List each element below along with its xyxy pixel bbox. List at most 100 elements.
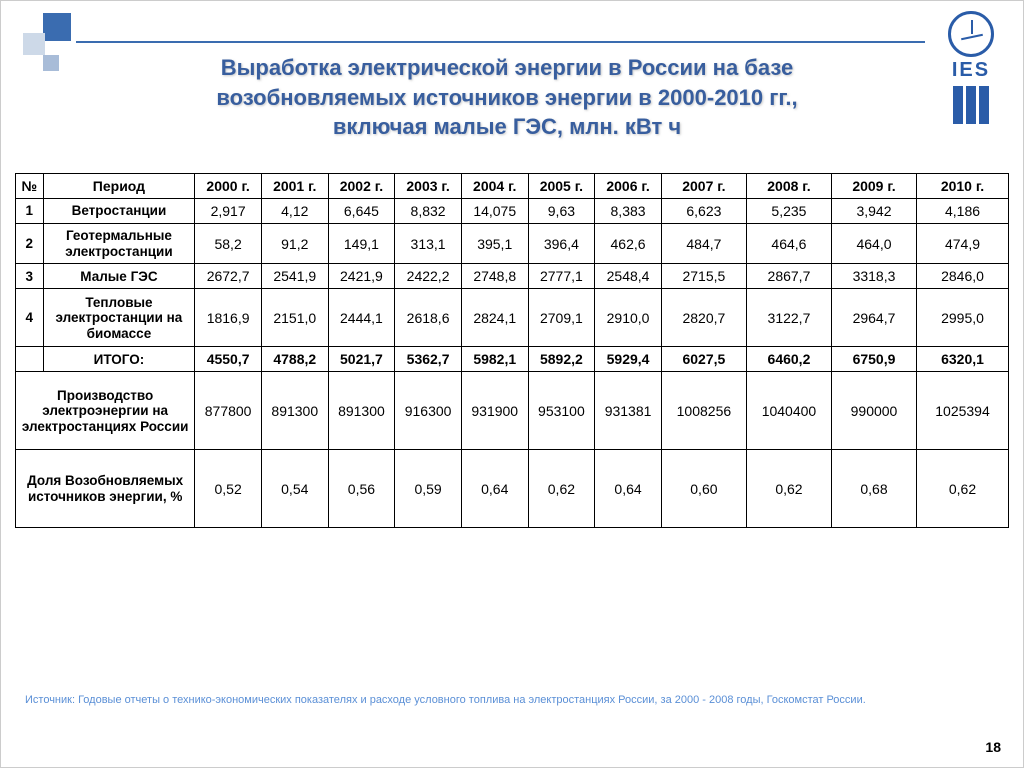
cell: 149,1	[328, 224, 395, 264]
cell: 931900	[461, 372, 528, 450]
col-2001: 2001 г.	[261, 174, 328, 199]
cell: 877800	[195, 372, 262, 450]
cell: 2444,1	[328, 289, 395, 347]
cell: 484,7	[661, 224, 746, 264]
col-2008: 2008 г.	[746, 174, 831, 199]
cell: 0,56	[328, 450, 395, 528]
cell: 58,2	[195, 224, 262, 264]
share-label: Доля Возобновляемых источников энергии, …	[16, 450, 195, 528]
cell: 396,4	[528, 224, 595, 264]
cell: 4788,2	[261, 347, 328, 372]
col-period: Период	[43, 174, 195, 199]
cell: 1816,9	[195, 289, 262, 347]
cell: 0,62	[746, 450, 831, 528]
table-row: 3 Малые ГЭС 2672,7 2541,9 2421,9 2422,2 …	[16, 264, 1009, 289]
cell: 2867,7	[746, 264, 831, 289]
col-num: №	[16, 174, 44, 199]
cell: 2151,0	[261, 289, 328, 347]
cell: 5,235	[746, 199, 831, 224]
slide-title: Выработка электрической энергии в России…	[101, 53, 913, 142]
cell: 0,60	[661, 450, 746, 528]
table-row-production: Производство электроэнергии на электрост…	[16, 372, 1009, 450]
cell: 2,917	[195, 199, 262, 224]
cell: 2421,9	[328, 264, 395, 289]
col-2002: 2002 г.	[328, 174, 395, 199]
cell: 6320,1	[917, 347, 1009, 372]
cell: 2777,1	[528, 264, 595, 289]
cell: 0,64	[461, 450, 528, 528]
cell: 9,63	[528, 199, 595, 224]
col-2004: 2004 г.	[461, 174, 528, 199]
row-num: 2	[16, 224, 44, 264]
cell: 474,9	[917, 224, 1009, 264]
col-2007: 2007 г.	[661, 174, 746, 199]
data-table: № Период 2000 г. 2001 г. 2002 г. 2003 г.…	[15, 173, 1009, 528]
cell: 0,62	[917, 450, 1009, 528]
cell: 1025394	[917, 372, 1009, 450]
table-row: 1 Ветростанции 2,917 4,12 6,645 8,832 14…	[16, 199, 1009, 224]
cell: 5929,4	[595, 347, 662, 372]
total-label: ИТОГО:	[43, 347, 195, 372]
cell: 2715,5	[661, 264, 746, 289]
cell: 990000	[831, 372, 916, 450]
row-label: Тепловые электростанции на биомассе	[43, 289, 195, 347]
logo-text: IES	[931, 59, 1011, 82]
cell: 4,186	[917, 199, 1009, 224]
cell: 2618,6	[395, 289, 462, 347]
cell: 953100	[528, 372, 595, 450]
production-label: Производство электроэнергии на электрост…	[16, 372, 195, 450]
cell: 5021,7	[328, 347, 395, 372]
cell: 5892,2	[528, 347, 595, 372]
cell: 891300	[261, 372, 328, 450]
cell: 2910,0	[595, 289, 662, 347]
cell: 3318,3	[831, 264, 916, 289]
table-row-share: Доля Возобновляемых источников энергии, …	[16, 450, 1009, 528]
cell: 916300	[395, 372, 462, 450]
cell: 891300	[328, 372, 395, 450]
row-label: Малые ГЭС	[43, 264, 195, 289]
cell: 2672,7	[195, 264, 262, 289]
row-num: 4	[16, 289, 44, 347]
cell: 2748,8	[461, 264, 528, 289]
page-number: 18	[985, 739, 1001, 755]
blank	[16, 347, 44, 372]
cell: 2541,9	[261, 264, 328, 289]
cell: 14,075	[461, 199, 528, 224]
cell: 5362,7	[395, 347, 462, 372]
col-2005: 2005 г.	[528, 174, 595, 199]
cell: 462,6	[595, 224, 662, 264]
row-num: 3	[16, 264, 44, 289]
cell: 2709,1	[528, 289, 595, 347]
row-num: 1	[16, 199, 44, 224]
col-2010: 2010 г.	[917, 174, 1009, 199]
cell: 0,68	[831, 450, 916, 528]
cell: 6460,2	[746, 347, 831, 372]
cell: 2820,7	[661, 289, 746, 347]
table-row: 4 Тепловые электростанции на биомассе 18…	[16, 289, 1009, 347]
cell: 1008256	[661, 372, 746, 450]
source-note: Источник: Годовые отчеты о технико-эконо…	[25, 693, 983, 707]
header-rule	[76, 41, 925, 43]
cell: 2548,4	[595, 264, 662, 289]
col-2000: 2000 г.	[195, 174, 262, 199]
logo-bars-icon	[931, 86, 1011, 124]
cell: 313,1	[395, 224, 462, 264]
decorative-squares	[13, 13, 83, 73]
cell: 2964,7	[831, 289, 916, 347]
cell: 0,64	[595, 450, 662, 528]
cell: 2422,2	[395, 264, 462, 289]
cell: 6,623	[661, 199, 746, 224]
cell: 4,12	[261, 199, 328, 224]
cell: 0,59	[395, 450, 462, 528]
cell: 8,383	[595, 199, 662, 224]
row-label: Ветростанции	[43, 199, 195, 224]
cell: 6027,5	[661, 347, 746, 372]
cell: 91,2	[261, 224, 328, 264]
table-row: 2 Геотермальные электростанции 58,2 91,2…	[16, 224, 1009, 264]
cell: 6750,9	[831, 347, 916, 372]
row-label: Геотермальные электростанции	[43, 224, 195, 264]
cell: 0,52	[195, 450, 262, 528]
ies-logo: IES	[931, 11, 1011, 124]
cell: 5982,1	[461, 347, 528, 372]
cell: 8,832	[395, 199, 462, 224]
